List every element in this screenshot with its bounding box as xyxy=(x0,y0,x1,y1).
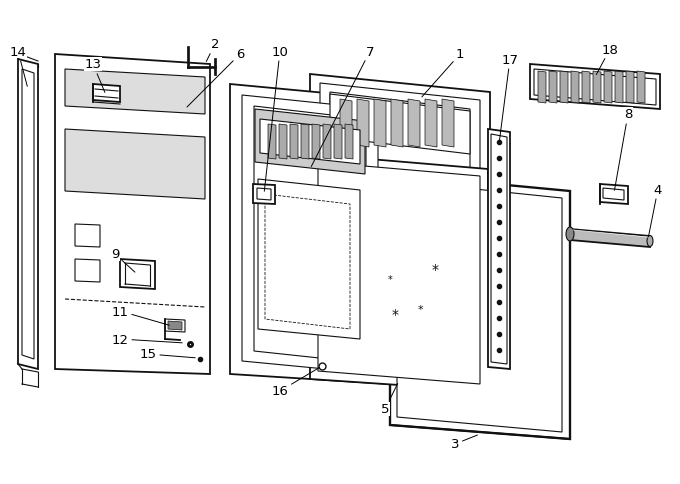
Polygon shape xyxy=(310,75,490,389)
Text: *: * xyxy=(388,274,392,285)
Polygon shape xyxy=(242,96,378,374)
Polygon shape xyxy=(268,125,276,160)
Ellipse shape xyxy=(566,227,574,242)
Polygon shape xyxy=(320,84,480,379)
Text: 8: 8 xyxy=(615,108,632,191)
Polygon shape xyxy=(254,107,366,363)
Polygon shape xyxy=(442,100,454,148)
Text: 15: 15 xyxy=(139,348,195,361)
Text: *: * xyxy=(392,307,398,321)
Polygon shape xyxy=(75,225,100,247)
Ellipse shape xyxy=(647,236,653,247)
Polygon shape xyxy=(22,70,34,359)
Polygon shape xyxy=(290,125,298,160)
Text: 14: 14 xyxy=(10,45,27,87)
Text: 7: 7 xyxy=(311,45,374,167)
Text: 18: 18 xyxy=(596,44,618,76)
Polygon shape xyxy=(534,70,656,106)
Polygon shape xyxy=(530,65,660,110)
Text: 10: 10 xyxy=(265,45,288,192)
Polygon shape xyxy=(318,163,480,384)
Text: 1: 1 xyxy=(422,48,464,98)
Polygon shape xyxy=(18,60,38,369)
Polygon shape xyxy=(342,199,455,334)
Polygon shape xyxy=(570,229,650,247)
Text: 13: 13 xyxy=(84,59,105,93)
Polygon shape xyxy=(168,321,182,330)
Polygon shape xyxy=(615,72,623,104)
Text: 3: 3 xyxy=(451,435,477,451)
Text: *: * xyxy=(432,262,439,276)
Polygon shape xyxy=(391,100,403,148)
Polygon shape xyxy=(265,195,350,329)
Polygon shape xyxy=(491,135,507,364)
Polygon shape xyxy=(408,100,420,148)
Polygon shape xyxy=(334,125,342,160)
Polygon shape xyxy=(165,319,185,333)
Polygon shape xyxy=(258,180,360,339)
Polygon shape xyxy=(312,125,320,160)
Polygon shape xyxy=(230,85,390,384)
Polygon shape xyxy=(65,130,205,199)
Polygon shape xyxy=(357,100,369,148)
Polygon shape xyxy=(253,184,275,205)
Text: 12: 12 xyxy=(112,333,182,346)
Polygon shape xyxy=(637,72,645,104)
Polygon shape xyxy=(120,259,155,289)
Polygon shape xyxy=(390,175,570,439)
Polygon shape xyxy=(330,95,470,155)
Polygon shape xyxy=(600,184,628,205)
Polygon shape xyxy=(549,72,557,104)
Text: 6: 6 xyxy=(187,48,244,108)
Polygon shape xyxy=(323,125,331,160)
Polygon shape xyxy=(55,55,210,374)
Polygon shape xyxy=(332,165,468,354)
Polygon shape xyxy=(603,189,624,200)
Text: 2: 2 xyxy=(206,38,219,62)
Text: 9: 9 xyxy=(111,248,135,272)
Polygon shape xyxy=(374,100,386,148)
Polygon shape xyxy=(65,70,205,115)
Polygon shape xyxy=(604,72,612,104)
Text: *: * xyxy=(418,304,423,314)
Polygon shape xyxy=(257,189,271,200)
Text: 11: 11 xyxy=(112,305,169,326)
Polygon shape xyxy=(330,93,470,369)
Polygon shape xyxy=(560,72,568,104)
Polygon shape xyxy=(538,72,546,104)
Polygon shape xyxy=(255,110,365,175)
Polygon shape xyxy=(279,125,287,160)
Polygon shape xyxy=(571,72,579,104)
Polygon shape xyxy=(260,120,360,165)
Polygon shape xyxy=(593,72,601,104)
Text: 4: 4 xyxy=(649,183,662,237)
Text: 5: 5 xyxy=(381,384,398,416)
Text: 17: 17 xyxy=(499,53,518,142)
Polygon shape xyxy=(397,182,562,432)
Polygon shape xyxy=(488,130,510,369)
Polygon shape xyxy=(93,85,120,103)
Polygon shape xyxy=(582,72,590,104)
Polygon shape xyxy=(626,72,634,104)
Polygon shape xyxy=(345,125,353,160)
Polygon shape xyxy=(340,100,352,148)
Polygon shape xyxy=(425,100,437,148)
Polygon shape xyxy=(301,125,309,160)
Polygon shape xyxy=(310,155,488,391)
Text: 16: 16 xyxy=(271,368,320,398)
Polygon shape xyxy=(75,259,100,283)
